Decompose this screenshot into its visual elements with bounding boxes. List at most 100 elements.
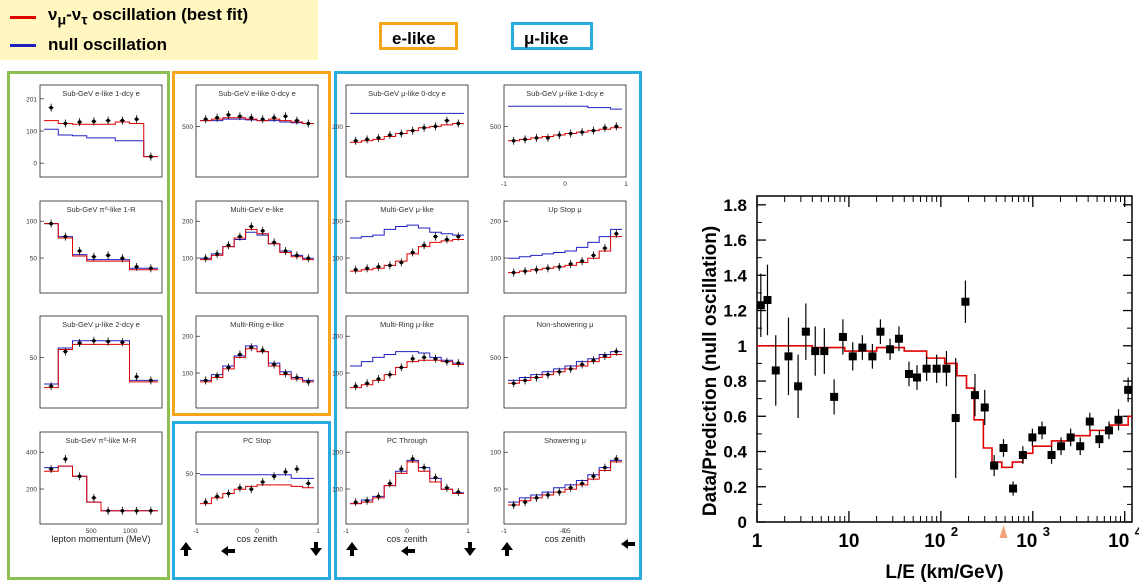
- data-point: [557, 369, 562, 374]
- data-point: [49, 384, 53, 388]
- data-point: [295, 375, 299, 380]
- data-point: [376, 494, 381, 499]
- data-point: [106, 509, 110, 513]
- histogram-panel: Multi-GeV μ-like 200 100: [332, 200, 469, 294]
- data-point: [784, 352, 793, 361]
- data-point: [763, 295, 772, 304]
- data-point: [106, 339, 110, 344]
- direction-arrow-icon: [180, 542, 192, 556]
- data-point: [523, 137, 527, 142]
- data-point: [422, 355, 426, 360]
- y-tick-label: 0: [738, 513, 747, 532]
- y-tick-label: 200: [26, 487, 37, 494]
- x-tick-label: 0: [563, 528, 567, 535]
- data-point: [1085, 417, 1094, 426]
- panel-frame: [39, 315, 163, 409]
- data-point: [511, 270, 516, 275]
- data-point: [77, 249, 82, 253]
- data-point: [283, 249, 288, 253]
- panel-frame: [345, 431, 469, 525]
- null-oscillation-histogram: [508, 105, 622, 110]
- data-point: [894, 334, 903, 343]
- panel-title: Sub-GeV π⁰-like 1-R: [66, 205, 136, 214]
- data-point: [376, 136, 381, 140]
- data-point: [92, 254, 96, 259]
- data-point: [365, 381, 369, 386]
- data-point: [238, 114, 242, 119]
- best-fit-histogram: [350, 359, 464, 389]
- y-tick-label: 201: [26, 96, 37, 103]
- data-point: [120, 256, 125, 261]
- direction-arrow-icon: [346, 542, 358, 556]
- x-tick-label: 1: [752, 531, 763, 552]
- data-point: [149, 378, 153, 383]
- x-tick-label: 10: [1016, 531, 1037, 552]
- data-point: [886, 345, 895, 354]
- x-tick-label: 1: [466, 528, 470, 535]
- data-point: [226, 365, 231, 370]
- data-point: [399, 365, 404, 370]
- data-point: [249, 487, 254, 492]
- direction-arrow-icon: [310, 542, 322, 556]
- data-point: [912, 373, 921, 382]
- data-point: [580, 130, 584, 134]
- y-tick-label: 100: [332, 371, 343, 378]
- data-point: [77, 120, 82, 124]
- data-point: [511, 381, 516, 386]
- direction-arrow-icon: [464, 542, 476, 556]
- panel-title: Sub-GeV μ-like 1-dcy e: [526, 89, 604, 98]
- data-point: [215, 374, 219, 378]
- data-point: [226, 113, 231, 117]
- data-point: [134, 265, 139, 269]
- histogram-panel: Sub-GeV μ-like 0-dcy e 200: [332, 84, 469, 178]
- y-tick-label: 100: [490, 450, 501, 457]
- data-point: [546, 136, 550, 140]
- panel-frame: [195, 200, 319, 294]
- green-group-frame: [7, 71, 170, 580]
- data-point: [49, 105, 53, 110]
- data-point: [511, 503, 516, 507]
- legend-blue-line: [10, 43, 36, 47]
- data-point: [410, 250, 415, 255]
- y-tick-label: 1.4: [723, 266, 747, 285]
- x-axis-label: L/E (km/GeV): [885, 562, 1003, 583]
- data-point: [603, 354, 607, 358]
- data-point: [149, 154, 153, 159]
- panel-frame: [39, 200, 163, 294]
- panel-title: Sub-GeV e-like 0-dcy e: [218, 89, 296, 98]
- best-fit-histogram: [508, 353, 622, 384]
- data-point: [410, 357, 415, 361]
- null-oscillation-histogram: [350, 224, 464, 239]
- mu-like-tag: μ-like: [511, 22, 593, 50]
- data-point: [904, 369, 913, 378]
- histogram-panel: Up Stop μ 200 100: [490, 200, 627, 294]
- panel-title: Up Stop μ: [548, 205, 582, 214]
- y-tick-label: 200: [182, 219, 193, 226]
- panel-title: Multi-Ring μ-like: [380, 320, 434, 329]
- data-point: [961, 297, 970, 306]
- data-point: [942, 364, 951, 373]
- x-tick-exponent: 4: [1135, 524, 1139, 539]
- data-point: [77, 341, 82, 345]
- y-tick-label: 50: [30, 355, 38, 362]
- panel-title: Multi-GeV μ-like: [380, 205, 434, 214]
- x-axis-label: lepton momentum (MeV): [51, 534, 150, 544]
- x-tick-label: -1: [193, 528, 199, 535]
- data-point: [260, 117, 265, 121]
- plot-frame: [756, 195, 1133, 523]
- data-point: [456, 361, 461, 365]
- data-point: [63, 349, 68, 354]
- histogram-panel: PC Stop 50 -1 0 1 cos zenith: [186, 431, 320, 544]
- best-fit-histogram: [350, 238, 464, 272]
- data-point: [456, 490, 461, 494]
- data-point: [283, 470, 288, 474]
- data-point: [591, 474, 596, 479]
- data-point: [295, 467, 299, 471]
- data-point: [295, 253, 299, 258]
- data-point: [445, 237, 449, 242]
- x-tick-label: -1: [343, 528, 349, 535]
- y-axis-label: Data/Prediction (null oscillation): [700, 226, 721, 516]
- data-point: [603, 126, 607, 130]
- direction-arrow-icon: [621, 539, 635, 549]
